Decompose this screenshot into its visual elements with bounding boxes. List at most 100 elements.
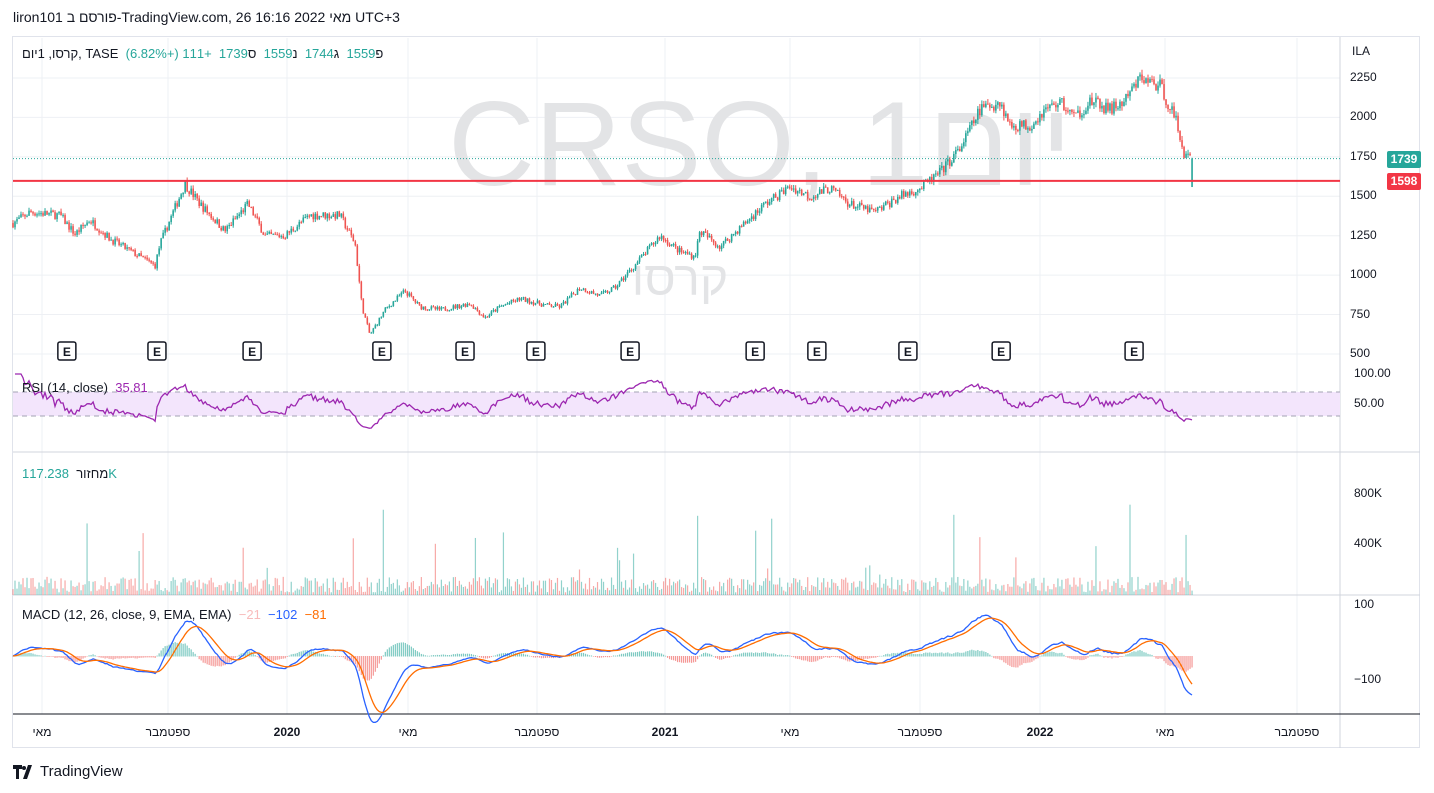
candle <box>648 243 651 250</box>
volume-bar <box>630 579 633 595</box>
candle-body <box>975 119 977 124</box>
volume-bar <box>1079 577 1081 595</box>
candle-body <box>96 228 98 231</box>
candle-body <box>508 302 511 304</box>
macd-histogram-bar <box>797 656 799 659</box>
volume-bar <box>382 509 384 595</box>
macd-histogram-bar <box>342 656 344 658</box>
candle <box>1043 105 1045 122</box>
volume-bar <box>863 588 865 595</box>
volume-bar <box>839 589 841 595</box>
earnings-label: E <box>1130 345 1138 359</box>
volume-bar <box>608 590 611 595</box>
candle-body <box>184 181 186 193</box>
symbol-name[interactable]: קרסו, 1יום, TASE <box>22 46 119 61</box>
tradingview-logo[interactable]: TradingView <box>13 763 123 780</box>
macd-histogram-bar <box>20 652 22 657</box>
macd-histogram-bar <box>96 656 98 657</box>
macd-histogram-bar <box>170 643 172 657</box>
candle-body <box>44 211 46 216</box>
candle-body <box>460 305 463 309</box>
macd-histogram-bar <box>584 653 587 657</box>
candle <box>16 216 18 225</box>
candle-body <box>58 211 60 214</box>
candle-body <box>130 248 132 250</box>
volume-bar <box>691 590 693 595</box>
volume-bar <box>464 586 467 595</box>
rsi-legend[interactable]: RSI (14, close) 35.81 <box>22 380 148 395</box>
earnings-event-marker: E <box>455 341 475 361</box>
volume-legend[interactable]: מחזור 117.238K <box>22 466 117 481</box>
macd-histogram-bar <box>550 656 553 659</box>
candle <box>494 308 497 313</box>
macd-histogram-bar <box>182 643 184 657</box>
candle-body <box>1073 112 1075 114</box>
macd-histogram-bar <box>1063 654 1065 657</box>
volume-bar <box>895 589 897 595</box>
volume-bar <box>1019 586 1021 595</box>
candle <box>542 302 545 307</box>
candle <box>102 230 104 236</box>
candle-body <box>712 239 715 243</box>
macd-histogram-bar <box>334 656 336 658</box>
candle-body <box>434 306 437 310</box>
macd-histogram-bar <box>821 656 823 660</box>
volume-bar <box>386 586 388 595</box>
candle <box>876 206 879 213</box>
macd-histogram-bar <box>634 652 637 657</box>
candle-body <box>488 314 491 317</box>
macd-histogram-bar <box>931 653 933 657</box>
macd-histogram-bar <box>516 653 519 657</box>
macd-histogram-bar <box>32 653 34 657</box>
macd-histogram-bar <box>695 656 697 662</box>
volume-bar <box>801 585 803 595</box>
volume-bar <box>668 578 671 595</box>
candle-body <box>1099 99 1101 109</box>
volume-bar <box>999 590 1001 595</box>
volume-bar <box>660 588 663 595</box>
candle <box>344 216 347 230</box>
volume-bar <box>1155 586 1157 595</box>
macd-histogram-bar <box>833 656 835 657</box>
macd-histogram-bar <box>432 655 434 657</box>
candle <box>486 315 489 318</box>
volume-bar <box>524 586 527 595</box>
volume-bar <box>384 591 386 595</box>
earnings-event-marker: E <box>526 341 546 361</box>
macd-histogram-bar <box>396 643 398 657</box>
candle <box>84 224 86 229</box>
candle-body <box>454 305 457 309</box>
candle <box>884 200 887 206</box>
candle-body <box>94 220 96 229</box>
macd-histogram-bar <box>1135 651 1137 657</box>
candle <box>1129 90 1131 101</box>
volume-bar <box>1061 579 1063 595</box>
candle <box>214 219 216 224</box>
candle-body <box>148 259 150 261</box>
macd-histogram-bar <box>1041 655 1043 657</box>
volume-bar <box>280 590 282 595</box>
candle-body <box>520 298 523 301</box>
macd-legend[interactable]: MACD (12, 26, close, 9, EMA, EMA) −21 −1… <box>22 607 327 622</box>
candle-body <box>320 215 323 217</box>
volume-bar <box>670 585 673 595</box>
candle <box>36 212 38 218</box>
volume-bar <box>741 579 743 595</box>
candle <box>1019 119 1021 136</box>
candle-body <box>306 215 309 218</box>
candle <box>314 211 317 223</box>
candle-body <box>70 226 72 230</box>
volume-bar <box>765 578 767 595</box>
candle <box>1031 125 1033 134</box>
candle <box>574 293 577 296</box>
candle-body <box>536 300 539 304</box>
candle <box>414 298 417 305</box>
candle <box>564 300 567 304</box>
volume-bar <box>885 578 887 595</box>
candle-body <box>724 238 727 242</box>
candle <box>280 234 283 239</box>
macd-histogram-bar <box>436 654 438 657</box>
macd-histogram-bar <box>232 656 234 660</box>
macd-histogram-bar <box>1091 655 1093 657</box>
